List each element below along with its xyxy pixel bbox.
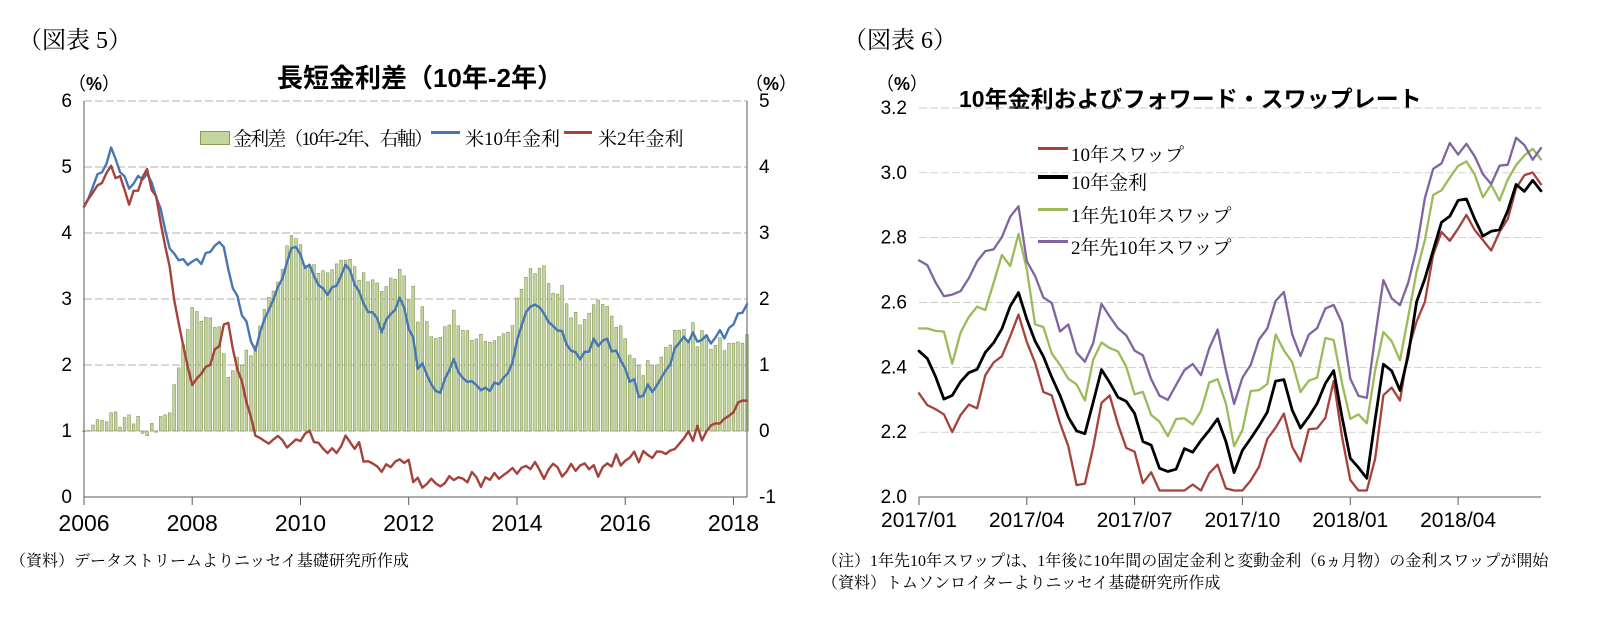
svg-text:3: 3 bbox=[759, 223, 770, 244]
svg-text:2010: 2010 bbox=[275, 510, 326, 536]
svg-text:6: 6 bbox=[61, 91, 72, 112]
svg-text:2.0: 2.0 bbox=[881, 487, 907, 508]
svg-text:2.4: 2.4 bbox=[881, 357, 908, 378]
svg-text:5: 5 bbox=[61, 157, 72, 178]
svg-text:2017/07: 2017/07 bbox=[1097, 509, 1173, 532]
svg-text:2: 2 bbox=[759, 289, 770, 310]
svg-text:2016: 2016 bbox=[600, 510, 651, 536]
svg-text:2017/10: 2017/10 bbox=[1204, 509, 1280, 532]
svg-text:2: 2 bbox=[61, 355, 72, 376]
svg-text:2018/04: 2018/04 bbox=[1420, 509, 1496, 532]
svg-text:2.2: 2.2 bbox=[881, 422, 907, 443]
svg-text:-1: -1 bbox=[759, 487, 776, 508]
svg-text:2018/01: 2018/01 bbox=[1312, 509, 1388, 532]
svg-text:2012: 2012 bbox=[383, 510, 434, 536]
svg-text:3: 3 bbox=[61, 289, 72, 310]
svg-text:2008: 2008 bbox=[167, 510, 218, 536]
svg-text:2017/04: 2017/04 bbox=[989, 509, 1065, 532]
svg-text:2014: 2014 bbox=[491, 510, 542, 536]
svg-text:2.8: 2.8 bbox=[881, 228, 907, 249]
svg-text:0: 0 bbox=[759, 421, 770, 442]
svg-text:2018: 2018 bbox=[708, 510, 759, 536]
svg-text:2017/01: 2017/01 bbox=[881, 509, 957, 532]
svg-text:2006: 2006 bbox=[58, 510, 109, 536]
svg-text:4: 4 bbox=[61, 223, 72, 244]
svg-text:1: 1 bbox=[759, 355, 770, 376]
svg-text:5: 5 bbox=[759, 91, 770, 112]
svg-text:4: 4 bbox=[759, 157, 770, 178]
svg-text:0: 0 bbox=[61, 487, 72, 508]
svg-text:3.2: 3.2 bbox=[881, 98, 907, 119]
svg-text:3.0: 3.0 bbox=[881, 163, 907, 184]
svg-text:1: 1 bbox=[61, 421, 72, 442]
svg-text:2.6: 2.6 bbox=[881, 293, 907, 314]
